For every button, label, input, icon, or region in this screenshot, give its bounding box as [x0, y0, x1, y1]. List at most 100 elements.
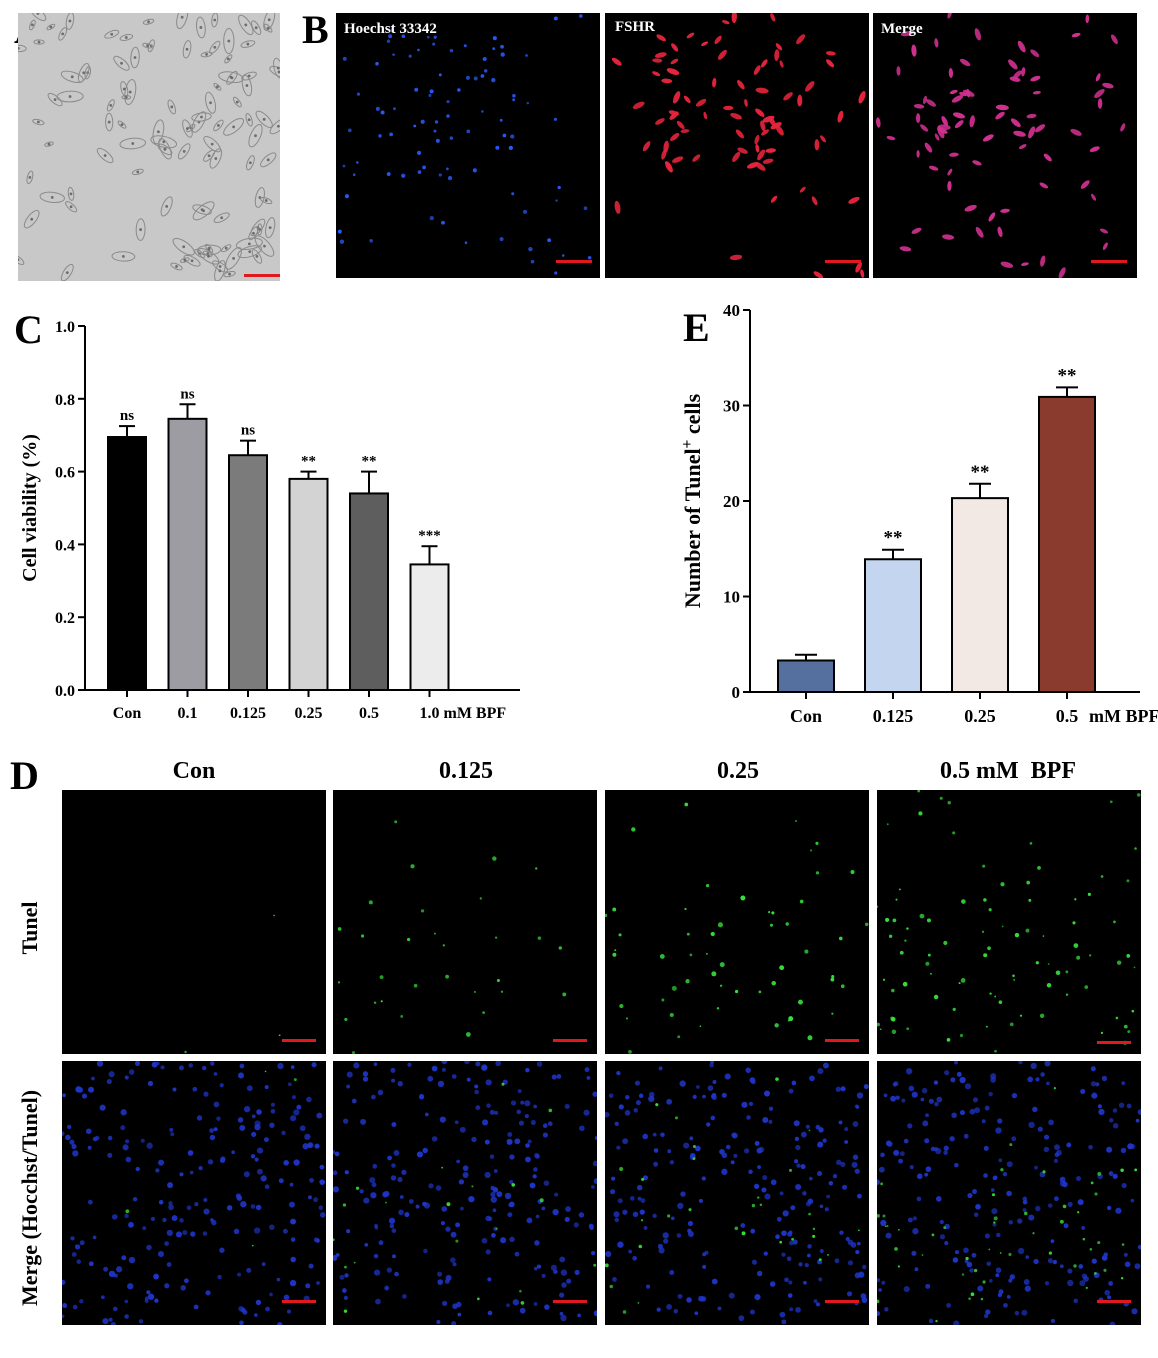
cell-mark: [779, 1240, 783, 1244]
cell-mark: [220, 1156, 226, 1162]
cell-mark: [679, 1080, 686, 1087]
cell-mark: [654, 52, 667, 58]
cell-mark: [44, 141, 54, 147]
cell-mark: [146, 44, 149, 48]
cell-mark: [952, 1007, 956, 1012]
y-tick-label: 0.6: [55, 465, 75, 482]
cell-mark: [464, 1061, 470, 1065]
cell-mark: [884, 1307, 889, 1312]
cell-mark: [460, 1206, 464, 1211]
cell-mark: [290, 1237, 296, 1242]
tunel-0125-micrograph: [333, 790, 597, 1054]
cell-mark: [924, 142, 933, 153]
cell-mark: [155, 1168, 160, 1173]
cell-mark: [661, 998, 665, 1002]
cell-mark: [512, 93, 516, 98]
cell-mark: [1037, 865, 1041, 870]
cell-mark: [205, 91, 217, 114]
cell-mark: [474, 1089, 479, 1095]
cell-mark: [441, 220, 445, 225]
cell-mark: [539, 1198, 544, 1203]
cell-mark: [963, 1247, 969, 1254]
cell-mark: [168, 1204, 174, 1211]
cell-mark: [885, 1140, 892, 1147]
cell-mark: [1073, 943, 1079, 948]
cell-mark: [239, 1320, 244, 1325]
cell-mark: [959, 1033, 964, 1038]
cell-mark: [591, 1185, 595, 1189]
cell-mark: [1044, 1061, 1051, 1067]
cell-mark: [838, 936, 843, 941]
cell-mark: [71, 1144, 77, 1150]
scale-bar: [244, 274, 280, 277]
cell-mark: [762, 1117, 769, 1124]
cell-mark: [712, 1079, 717, 1084]
cell-mark: [840, 1086, 846, 1092]
cell-mark: [536, 1061, 543, 1067]
cell-mark: [136, 170, 140, 174]
cell-mark: [168, 1201, 173, 1206]
cell-mark: [472, 168, 477, 173]
cell-mark: [254, 1123, 261, 1131]
cell-mark: [130, 46, 140, 69]
cell-mark: [362, 1071, 369, 1077]
cell-mark: [198, 1165, 203, 1171]
cell-mark: [653, 1148, 659, 1153]
cell-mark: [754, 1293, 761, 1301]
cell-mark: [113, 55, 130, 71]
y-axis-label: Number of Tunel+ cells: [679, 393, 706, 608]
cell-mark: [878, 1288, 882, 1292]
cell-mark: [18, 258, 20, 262]
cell-mark: [452, 1303, 458, 1310]
merge-con-micrograph: [62, 1061, 326, 1325]
cell-mark: [893, 1149, 900, 1156]
cell-mark: [452, 1262, 457, 1267]
cell-mark: [1090, 1066, 1096, 1072]
cell-mark: [705, 883, 710, 888]
cell-mark: [1050, 1318, 1055, 1323]
cell-mark: [1099, 228, 1109, 234]
cell-mark: [648, 1091, 655, 1098]
cell-mark: [131, 168, 144, 176]
cell-mark: [983, 898, 987, 902]
cell-mark: [661, 149, 667, 160]
cell-mark: [429, 89, 434, 94]
cell-mark: [858, 1229, 860, 1232]
cell-mark: [290, 1065, 295, 1069]
cell-mark: [640, 1219, 644, 1222]
cell-mark: [438, 173, 442, 177]
cell-mark: [547, 1121, 553, 1127]
cell-mark: [1023, 1211, 1028, 1216]
bar: [167, 417, 208, 691]
cell-mark: [645, 1284, 651, 1289]
row-label-merge: Merge (Hocchst/Tunel): [17, 1089, 42, 1307]
cell-mark: [517, 1089, 522, 1094]
cell-mark: [751, 1259, 758, 1265]
cell-mark: [1126, 1103, 1132, 1109]
cell-mark: [293, 1109, 300, 1116]
cell-mark: [147, 1080, 154, 1087]
cell-mark: [553, 16, 558, 21]
cell-mark: [1062, 1181, 1068, 1188]
cell-mark: [973, 1212, 979, 1217]
cell-mark: [819, 1248, 824, 1254]
cell-mark: [333, 1254, 337, 1260]
cell-mark: [190, 259, 194, 263]
cell-mark: [592, 1160, 597, 1167]
cell-mark: [427, 1075, 434, 1082]
cell-mark: [762, 158, 774, 164]
bar: [349, 492, 389, 691]
cell-mark: [492, 856, 497, 861]
cell-mark: [998, 1289, 1004, 1295]
cell-mark: [1021, 262, 1029, 266]
cell-mark: [1058, 267, 1066, 278]
cell-mark: [789, 1307, 794, 1312]
cell-mark: [991, 1208, 998, 1215]
cell-mark: [433, 129, 437, 133]
cell-mark: [804, 949, 809, 954]
cell-mark: [355, 1186, 360, 1190]
cell-mark: [1106, 1146, 1113, 1153]
cell-mark: [975, 1203, 981, 1210]
cell-mark: [640, 1198, 646, 1204]
cell-mark: [670, 132, 680, 141]
